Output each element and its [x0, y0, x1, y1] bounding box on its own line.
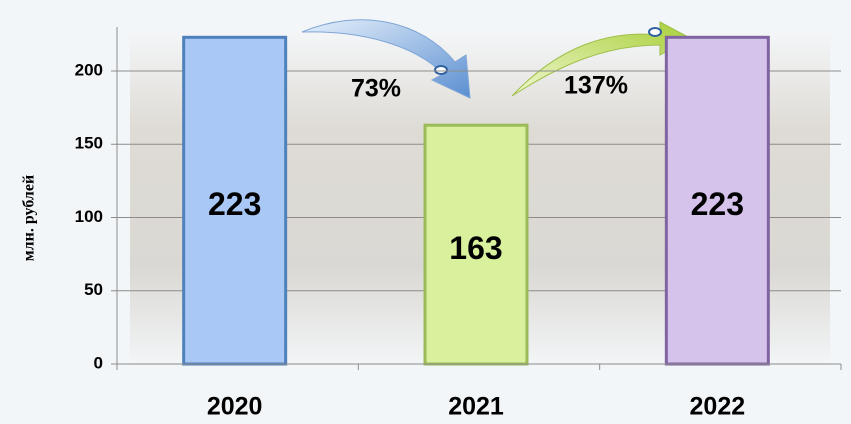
value-label: 163	[449, 230, 502, 266]
y-tick-label: 200	[75, 60, 103, 79]
x-tick-label: 2020	[207, 393, 263, 421]
bar	[664, 35, 770, 366]
value-label: 223	[691, 186, 744, 222]
y-axis-label: млн. рублей	[21, 175, 38, 261]
arrow	[301, 19, 471, 99]
annotation: 73%	[351, 75, 401, 103]
y-tick-label: 50	[84, 280, 103, 299]
y-tick-label: 100	[75, 207, 103, 226]
y-tick-label: 150	[75, 134, 103, 153]
bar	[423, 123, 529, 366]
annotation: 137%	[564, 72, 628, 100]
arrow-dot	[434, 65, 448, 75]
x-tick-label: 2022	[690, 393, 746, 421]
value-label: 223	[208, 186, 261, 222]
x-tick-label: 2021	[448, 393, 504, 421]
arrow	[511, 21, 692, 97]
arrow-dot	[648, 27, 662, 37]
y-tick-label: 0	[94, 353, 103, 372]
